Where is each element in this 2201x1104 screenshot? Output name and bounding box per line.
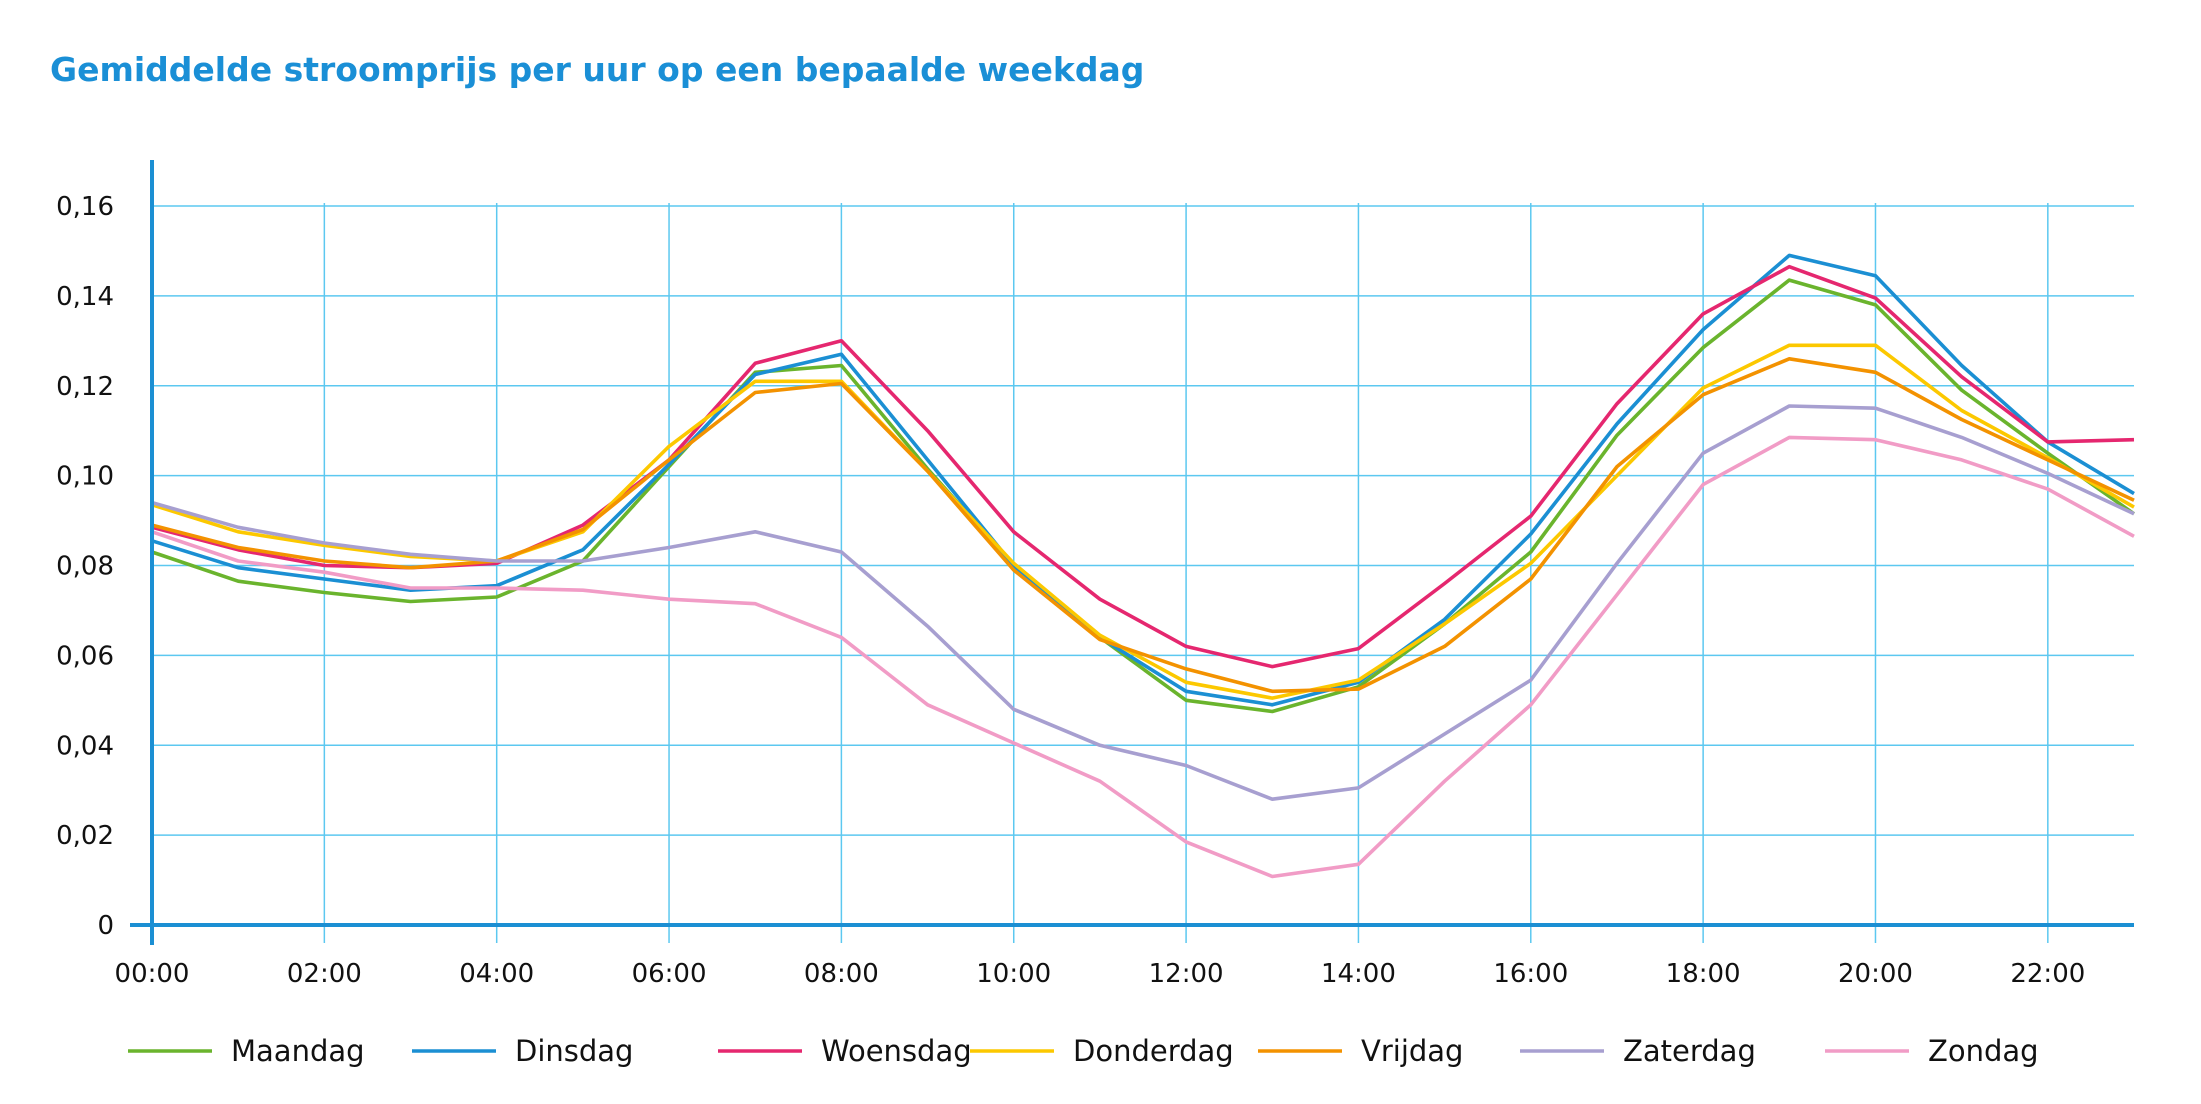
legend-item: Donderdag	[970, 1034, 1234, 1068]
x-tick-label: 20:00	[1838, 959, 1913, 989]
x-tick-label: 12:00	[1149, 959, 1224, 989]
legend-label: Maandag	[231, 1034, 365, 1068]
x-tick-label: 00:00	[115, 959, 190, 989]
x-tick-label: 22:00	[2010, 959, 2085, 989]
legend: Maandag Dinsdag Woensdag Donderdag Vrijdag Za…	[128, 1034, 2039, 1068]
series-line-maandag	[151, 278, 2136, 714]
series-line-vrijdag	[151, 356, 2135, 694]
legend-label: Donderdag	[1073, 1034, 1234, 1068]
legend-label: Zaterdag	[1623, 1034, 1756, 1068]
x-tick-label: 10:00	[976, 959, 1051, 989]
series-line-zaterdag	[151, 404, 2135, 802]
x-tick-label: 02:00	[287, 959, 362, 989]
legend-item: Zondag	[1825, 1034, 2039, 1068]
legend-item: Zaterdag	[1520, 1034, 1756, 1068]
x-tick-label: 06:00	[632, 959, 707, 989]
y-tick-label: 0,14	[56, 282, 114, 312]
series-lines	[151, 253, 2136, 879]
y-tick-label: 0,16	[56, 192, 114, 222]
legend-item: Vrijdag	[1258, 1034, 1463, 1068]
legend-item: Dinsdag	[412, 1034, 633, 1068]
x-tick-label: 04:00	[459, 959, 534, 989]
y-tick-label: 0,02	[56, 821, 114, 851]
x-tick-label: 18:00	[1666, 959, 1741, 989]
x-tick-label: 16:00	[1493, 959, 1568, 989]
y-tick-label: 0,06	[56, 641, 114, 671]
y-tick-label: 0,08	[56, 552, 114, 582]
legend-label: Vrijdag	[1361, 1034, 1463, 1068]
legend-item: Maandag	[128, 1034, 365, 1068]
x-tick-label: 14:00	[1321, 959, 1396, 989]
axes	[130, 160, 2134, 945]
legend-label: Dinsdag	[515, 1034, 633, 1068]
y-tick-label: 0	[97, 911, 114, 941]
series-line-zondag	[151, 435, 2135, 879]
series-line-woensdag	[151, 264, 2135, 669]
y-tick-label: 0,10	[56, 462, 114, 492]
legend-item: Woensdag	[718, 1034, 972, 1068]
series-line-donderdag	[151, 343, 2135, 700]
y-tick-label: 0,12	[56, 372, 114, 402]
tick-labels: 0 0,02 0,04 0,06 0,08 0,10 0,12 0,14 0,16 00:00 02…	[56, 192, 2085, 989]
y-tick-label: 0,04	[56, 731, 114, 761]
legend-label: Zondag	[1928, 1034, 2039, 1068]
legend-label: Woensdag	[821, 1034, 972, 1068]
series-line-dinsdag	[151, 253, 2135, 707]
x-tick-label: 08:00	[804, 959, 879, 989]
chart-title: Gemiddelde stroomprijs per uur op een be…	[50, 50, 1145, 89]
grid	[152, 203, 2134, 943]
